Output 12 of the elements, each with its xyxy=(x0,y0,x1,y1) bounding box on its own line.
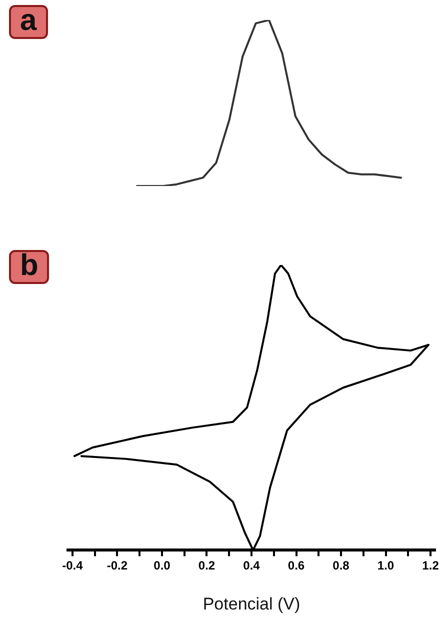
chart-title: a xyxy=(9,4,48,39)
x-tick-label: -0.4 xyxy=(62,558,84,573)
x-axis-title: Potencial (V) xyxy=(202,594,300,614)
x-tick-label: 0.4 xyxy=(243,558,260,573)
x-tick-label: 1.2 xyxy=(422,558,440,573)
x-tick-label: 1.0 xyxy=(377,558,394,573)
x-tick-label: -0.2 xyxy=(106,558,128,573)
x-tick-label: 0.6 xyxy=(288,558,305,573)
x-tick-label: 0.2 xyxy=(198,558,216,573)
x-tick-label: 0.0 xyxy=(154,558,171,573)
chart-title: b xyxy=(9,249,50,284)
x-tick-label: 0.8 xyxy=(332,558,350,573)
